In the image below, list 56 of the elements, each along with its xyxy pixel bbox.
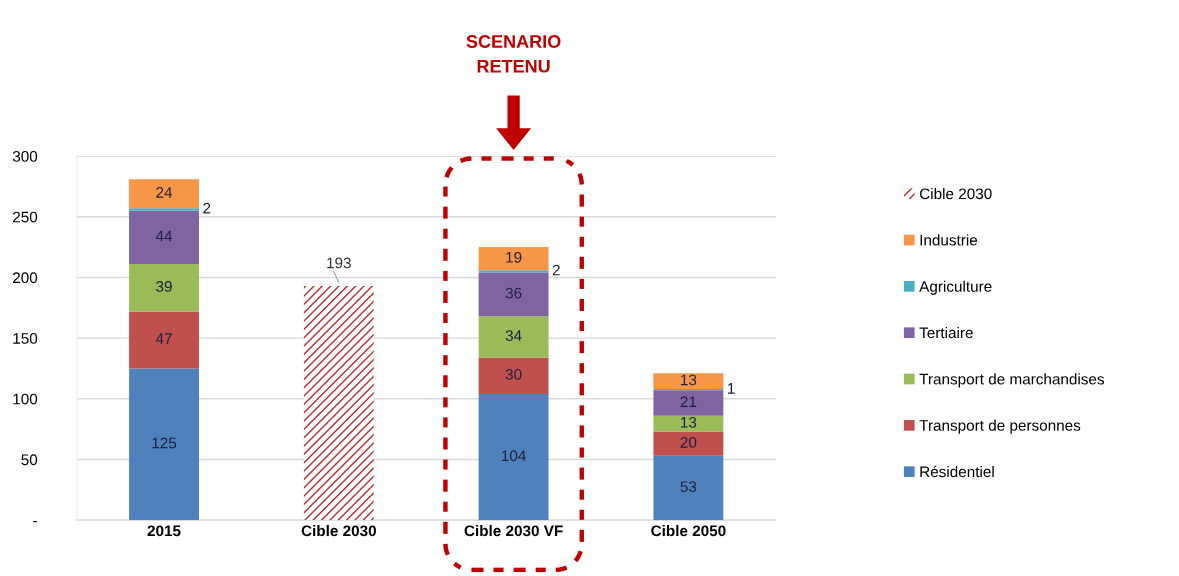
- y-tick-label: 300: [12, 150, 38, 162]
- bar: [478, 357, 549, 394]
- bar: [653, 431, 724, 456]
- y-tick-label: 100: [13, 393, 38, 405]
- data-label: 36: [505, 287, 522, 299]
- bar: [129, 179, 199, 209]
- bar: [478, 316, 549, 358]
- bar: [478, 270, 549, 273]
- y-tick-label: 150: [13, 332, 38, 344]
- data-label: 44: [155, 230, 173, 242]
- data-label: 13: [681, 416, 697, 428]
- bar: [129, 208, 199, 211]
- data-label: 13: [681, 374, 697, 386]
- data-label: 34: [505, 330, 522, 341]
- bar: [129, 311, 199, 369]
- data-label: 30: [505, 369, 522, 380]
- data-label: 125: [152, 437, 177, 449]
- legend-label: Agriculture: [919, 280, 992, 295]
- x-tick-label: Cible 2030 VF: [464, 524, 563, 537]
- y-tick-label: -: [33, 521, 38, 523]
- bar: [653, 373, 724, 390]
- bar: [653, 415, 724, 432]
- text: SCENARIO RETENU: [466, 35, 561, 73]
- bar: [303, 285, 374, 521]
- legend-label: Tertiaire: [919, 326, 973, 339]
- bar: [478, 393, 549, 521]
- legend-label: Résidentiel: [920, 465, 994, 478]
- bar: [478, 247, 549, 271]
- bar: [129, 210, 199, 265]
- bar: [653, 455, 724, 521]
- legend-label: Transport de personnes: [919, 419, 1081, 434]
- data-label: 2: [552, 264, 560, 276]
- legend-label: Cible 2030: [919, 187, 992, 200]
- y-tick-label: 200: [13, 272, 38, 284]
- x-tick-label: Cible 2030: [301, 524, 376, 537]
- data-label: 21: [680, 396, 697, 407]
- data-label: 20: [680, 436, 697, 448]
- bar: [129, 368, 199, 521]
- data-label: 53: [680, 481, 697, 493]
- y-tick-label: 250: [13, 211, 38, 223]
- data-label: 39: [156, 281, 172, 292]
- x-tick-label: Cible 2050: [651, 524, 726, 537]
- data-label: 2: [203, 202, 211, 214]
- bar: [129, 264, 199, 312]
- bar: [478, 272, 549, 317]
- bar: [653, 390, 724, 416]
- legend-label: Industrie: [920, 234, 978, 246]
- data-label: 19: [506, 251, 522, 263]
- data-label: 24: [156, 187, 173, 198]
- x-tick-label: 2015: [147, 525, 181, 537]
- legend-label: Transport de marchandises: [919, 373, 1105, 388]
- data-label: 47: [155, 333, 172, 344]
- data-label: 193: [327, 257, 351, 269]
- y-tick-label: 50: [21, 454, 38, 466]
- data-label: 104: [502, 450, 526, 462]
- data-label: 1: [728, 383, 735, 394]
